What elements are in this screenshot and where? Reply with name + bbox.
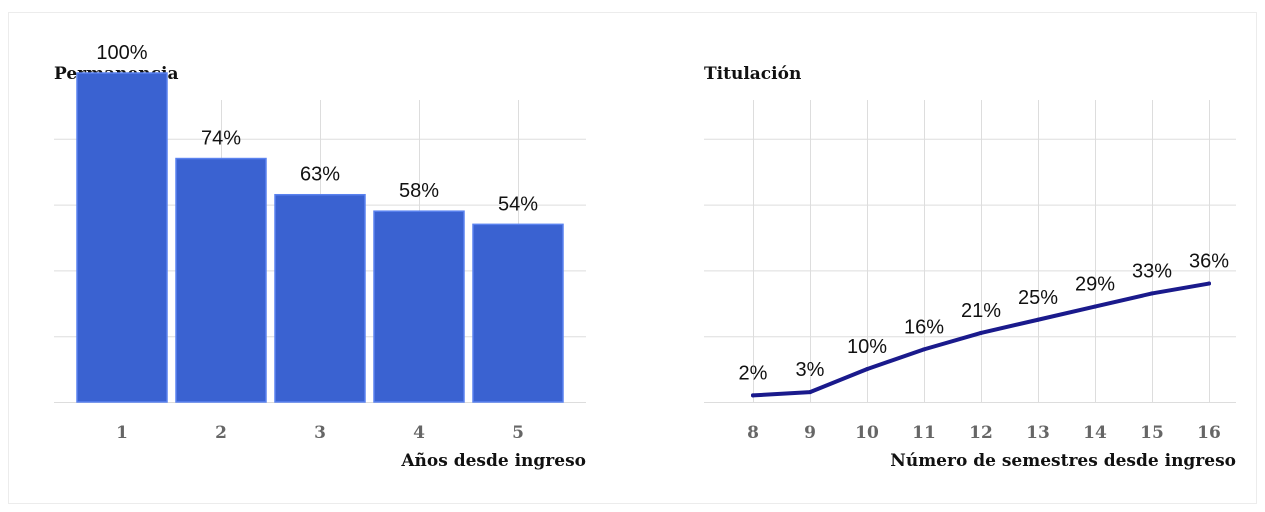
point-11 (922, 347, 926, 352)
permanencia-x-ticks: 1 2 3 4 5 (116, 423, 524, 443)
point-value-label: 2% (739, 362, 768, 384)
point-8 (751, 393, 755, 398)
point-10 (865, 367, 869, 372)
titulacion-line (751, 281, 1211, 398)
titulacion-grid (704, 100, 1236, 403)
x-tick-label: 4 (413, 423, 425, 443)
point-value-label: 21% (961, 300, 1001, 322)
point-15 (1150, 291, 1154, 296)
bar-value-label: 54% (498, 193, 538, 215)
point-9 (808, 390, 812, 395)
permanencia-bars (76, 72, 564, 403)
x-tick-label: 5 (512, 423, 524, 443)
point-13 (1036, 317, 1040, 322)
point-16 (1207, 281, 1211, 286)
titulacion-chart: Titulación 2% 3% 10% 16% 21% 25% 29% 33% 36% 8 9 1… (704, 64, 1236, 471)
bar-3 (274, 193, 366, 403)
bar-5 (472, 223, 564, 403)
x-tick-label: 2 (215, 423, 227, 443)
bar-value-label: 100% (96, 42, 147, 64)
point-12 (979, 330, 983, 335)
x-tick-label: 13 (1026, 423, 1050, 443)
titulacion-x-axis-label: Número de semestres desde ingreso (890, 451, 1236, 471)
point-value-label: 33% (1132, 260, 1172, 282)
titulacion-title: Titulación (704, 64, 801, 84)
point-value-label: 16% (904, 316, 944, 338)
titulacion-x-ticks: 8 9 10 11 12 13 14 15 16 (747, 423, 1221, 443)
bar-value-label: 74% (201, 128, 241, 150)
point-value-label: 36% (1189, 251, 1229, 273)
bar-1 (76, 72, 168, 403)
bar-value-label: 63% (300, 164, 340, 186)
bar-4 (373, 210, 465, 403)
x-tick-label: 9 (804, 423, 816, 443)
x-tick-label: 14 (1083, 423, 1107, 443)
point-14 (1093, 304, 1097, 309)
point-value-label: 29% (1075, 274, 1115, 296)
bar-2 (175, 157, 267, 403)
x-tick-label: 11 (912, 423, 936, 443)
permanencia-value-labels: 100% 74% 63% 58% 54% (96, 42, 538, 215)
x-tick-label: 16 (1197, 423, 1221, 443)
point-value-label: 10% (847, 336, 887, 358)
titulacion-value-labels: 2% 3% 10% 16% 21% 25% 29% 33% 36% (739, 251, 1230, 385)
permanencia-x-axis-label: Años desde ingreso (400, 451, 586, 471)
x-tick-label: 10 (855, 423, 879, 443)
bar-value-label: 58% (399, 180, 439, 202)
point-value-label: 3% (796, 359, 825, 381)
x-tick-label: 3 (314, 423, 326, 443)
x-tick-label: 8 (747, 423, 759, 443)
x-tick-label: 12 (969, 423, 993, 443)
x-tick-label: 1 (116, 423, 128, 443)
point-value-label: 25% (1018, 287, 1058, 309)
x-tick-label: 15 (1140, 423, 1164, 443)
